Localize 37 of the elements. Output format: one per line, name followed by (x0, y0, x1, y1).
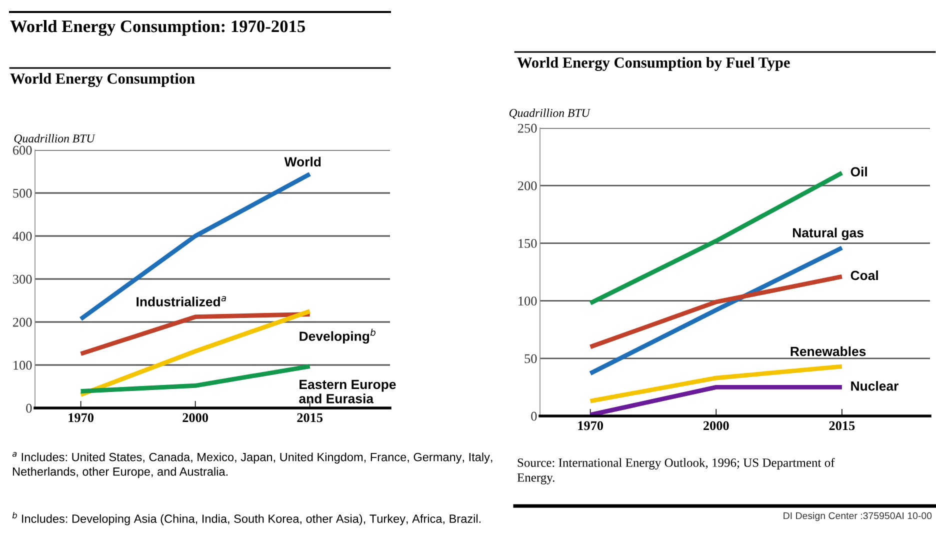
series-label: Industrialized$^{a}$ (136, 296, 226, 306)
y-tick-label: 200 (518, 181, 537, 190)
x-tick-label: 2015 (297, 413, 323, 422)
y-tick-label: 100 (518, 296, 537, 306)
series-label: Oil (850, 166, 867, 176)
text: $^{a}$ Includes: United States, Canada, Mexico, Japan, United Kingdom, France, Germany, Italy, Netherlands, other Europe, and Australia. (12, 452, 492, 478)
y-tick-label: 500 (13, 188, 32, 198)
series-label: Coal (850, 270, 878, 280)
x-tick-label: 1970 (578, 421, 604, 430)
series-label: Developing$^{b}$ (300, 328, 376, 344)
y-tick-label: 400 (12, 232, 32, 241)
chart-title: World Energy Consumption: 1970-2015 (10, 20, 306, 36)
series-label: Nuclear (851, 381, 898, 391)
y-tick-label: 0 (531, 412, 537, 421)
y-tick-label: 100 (14, 360, 32, 370)
series-label: Renewables (790, 346, 866, 356)
x-tick-label: 2015 (829, 421, 855, 430)
y-tick-label: 50 (524, 354, 537, 364)
y-tick-label: 150 (518, 239, 537, 248)
text: $^{b}$ Includes: Developing Asia (China, India, South Korea, other Asia), Turkey, Africa, Brazil. (12, 512, 481, 526)
y-tick-label: 600 (13, 146, 32, 155)
x-tick-label: 2000 (182, 413, 208, 422)
series-label: Eastern Europe and Eurasia (299, 380, 396, 404)
text: DI Design Center :375950AI 10-00 (784, 512, 932, 522)
chart-subtitle: World Energy Consumption (10, 73, 195, 87)
x-tick-label: 1970 (68, 413, 94, 422)
y-tick-label: 300 (13, 274, 32, 284)
series-label: Natural gas (793, 228, 864, 240)
chart-title: World Energy Consumption by Fuel Type (517, 57, 790, 71)
y-tick-label: 200 (13, 318, 32, 327)
series-label: World (284, 156, 321, 167)
x-tick-label: 2000 (703, 421, 729, 430)
y-tick-label: 0 (26, 404, 32, 413)
y-axis-title: Quadrillion BTU (509, 108, 590, 119)
y-tick-label: 250 (518, 124, 537, 133)
y-axis-title: Quadrillion BTU (14, 134, 96, 144)
source-note: Source: International Energy Outlook, 1996; US Department of Energy. (517, 458, 835, 484)
